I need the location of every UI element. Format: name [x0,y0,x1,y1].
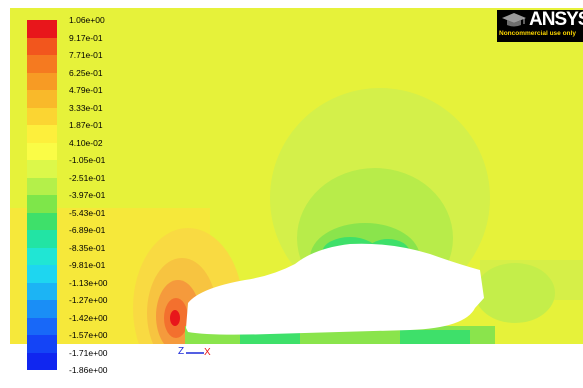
graduation-cap-icon [502,13,526,27]
legend-label: -1.42e+00 [69,312,108,323]
legend-label: 6.25e-01 [69,67,103,78]
logo-text: ANSYS [529,10,583,30]
axis-x-label: X [204,347,211,358]
legend-swatch [27,335,57,353]
legend-level: -1.13e+00 [27,278,108,300]
legend-swatch [27,195,57,213]
legend-swatch [27,247,57,265]
legend-level: -6.89e-01 [27,225,107,248]
legend-swatch [27,142,57,160]
legend-label: 9.17e-01 [69,32,103,43]
axis-z-label: Z [178,346,185,357]
logo-subtitle: Noncommercial use only [499,30,576,37]
legend-level: 4.10e-02 [27,138,107,160]
contour-region-rear-2 [475,263,555,323]
legend-swatch [27,317,57,335]
legend-label: 4.10e-02 [69,137,103,148]
legend-label: -6.89e-01 [69,225,106,235]
car-body [186,243,484,335]
legend-label: 1.06e+00 [69,15,105,25]
legend-swatch [27,282,57,300]
legend-label: -1.86e+00 [69,365,108,375]
legend-swatch [27,230,57,248]
contour-plot[interactable] [10,8,583,344]
legend-label: -3.97e-01 [69,190,106,200]
legend-level: 3.33e-01 [27,103,107,125]
legend-level: 1.87e-01 [27,120,107,143]
legend-level: -1.05e-01 [27,155,107,178]
legend-label: -2.51e-01 [69,172,106,183]
legend-swatch [27,55,57,73]
legend-level: -3.97e-01 [27,190,107,213]
legend-level: -1.42e+00 [27,313,108,335]
axis-x-line [186,352,204,354]
legend-swatch [27,265,57,283]
legend-level: -1.27e+00 [27,295,108,318]
legend-level: -9.81e-01 [27,260,107,283]
legend-level: 1.06e+00 [27,15,107,38]
legend-label: 4.79e-01 [69,85,103,95]
legend-level: -1.71e+00 [27,348,108,370]
legend-label: -9.81e-01 [69,260,106,270]
pressure-contour-field [10,8,583,344]
legend-swatch [27,352,57,370]
legend-swatch [27,72,57,90]
legend-level: -8.35e-01 [27,243,107,265]
legend-swatch [27,20,57,38]
contour-region-wheel-rear [400,330,470,344]
legend-swatch [27,37,57,55]
legend-level: -1.86e+00 [27,365,108,388]
legend-level: 7.71e-01 [27,50,107,73]
legend-swatch [27,90,57,108]
legend-level: 4.79e-01 [27,85,107,108]
legend-label: -1.57e+00 [69,330,108,340]
legend-level: 6.25e-01 [27,68,107,90]
legend-swatch [27,212,57,230]
legend-level: -1.57e+00 [27,330,108,353]
legend-label: 3.33e-01 [69,102,103,113]
legend-label: -1.05e-01 [69,155,106,165]
legend-label: -8.35e-01 [69,242,106,253]
legend-label: 7.71e-01 [69,50,103,60]
legend-level: 9.17e-01 [27,33,107,55]
ansys-logo: ANSYS Noncommercial use only [497,10,583,42]
legend-swatch [27,160,57,178]
legend-label: -1.27e+00 [69,295,108,305]
legend-level: -2.51e-01 [27,173,107,195]
legend-label: -1.13e+00 [69,277,108,288]
legend-swatch [27,300,57,318]
axis-triad: Z X [176,346,216,360]
legend-level: -5.43e-01 [27,208,107,230]
legend-label: 1.87e-01 [69,120,103,130]
legend-swatch [27,107,57,125]
legend-swatch [27,125,57,143]
contour-region-stagnation [170,310,180,326]
legend-label: -1.71e+00 [69,347,108,358]
legend-label: -5.43e-01 [69,207,106,218]
legend-swatch [27,177,57,195]
